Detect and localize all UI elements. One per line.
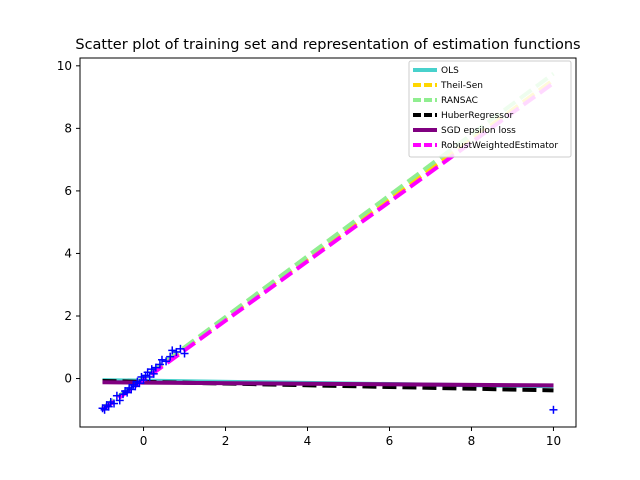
points-layer <box>98 344 558 414</box>
legend-label: RANSAC <box>441 96 478 106</box>
data-point <box>180 349 189 358</box>
axes-frame <box>79 57 577 428</box>
data-point <box>131 382 140 391</box>
legend: OLS Theil-Sen RANSAC HuberRegressor SGD epsi… <box>408 60 572 158</box>
data-point <box>112 391 121 400</box>
series-line-sgd-epsilon-loss <box>102 380 554 388</box>
data-point <box>157 355 166 364</box>
x-tick-label: 8 <box>468 434 476 448</box>
y-axis: 0 2 4 6 8 10 <box>57 59 80 386</box>
x-tick-label: 0 <box>140 434 148 448</box>
legend-label: Theil-Sen <box>440 81 483 91</box>
data-point <box>143 368 152 377</box>
data-point <box>149 369 158 378</box>
data-point <box>147 365 156 374</box>
data-point <box>162 357 171 366</box>
data-point <box>145 372 154 381</box>
data-point <box>166 352 175 361</box>
x-tick-label: 6 <box>386 434 394 448</box>
legend-label: RobustWeightedEstimator <box>441 141 558 151</box>
legend-item-robustweightedestimator: RobustWeightedEstimator <box>413 141 558 151</box>
data-point <box>168 346 177 355</box>
legend-item-ransac: RANSAC <box>413 96 478 106</box>
legend-box <box>408 60 572 158</box>
data-point <box>151 363 160 372</box>
data-point <box>135 379 144 388</box>
data-point <box>172 347 181 356</box>
y-tick-label: 8 <box>64 121 72 135</box>
legend-label: HuberRegressor <box>441 111 513 121</box>
legend-item-huberregressor: HuberRegressor <box>413 111 513 121</box>
data-point <box>123 388 132 397</box>
data-point <box>100 405 109 414</box>
legend-label: SGD epsilon loss <box>441 126 516 136</box>
legend-label: OLS <box>441 66 459 76</box>
y-tick-label: 2 <box>64 309 72 323</box>
legend-item-theil-sen: Theil-Sen <box>413 81 483 91</box>
data-point <box>549 405 558 414</box>
y-tick-label: 0 <box>64 372 72 386</box>
data-point <box>155 360 164 369</box>
chart-title: Scatter plot of training set and represe… <box>75 37 580 53</box>
x-tick-label: 4 <box>304 434 312 448</box>
x-tick-label: 10 <box>546 434 561 448</box>
legend-item-sgd-epsilon-loss: SGD epsilon loss <box>413 126 516 136</box>
y-tick-label: 4 <box>64 246 72 260</box>
y-tick-label: 6 <box>64 184 72 198</box>
data-point <box>139 376 148 385</box>
x-tick-label: 2 <box>222 434 230 448</box>
x-axis: 0 2 4 6 8 10 <box>140 427 561 448</box>
data-point <box>115 396 124 405</box>
y-tick-label: 10 <box>57 59 72 73</box>
data-point <box>110 399 119 408</box>
data-point <box>104 402 113 411</box>
data-point <box>127 385 136 394</box>
legend-item-ols: OLS <box>413 66 459 76</box>
data-point <box>176 344 185 353</box>
